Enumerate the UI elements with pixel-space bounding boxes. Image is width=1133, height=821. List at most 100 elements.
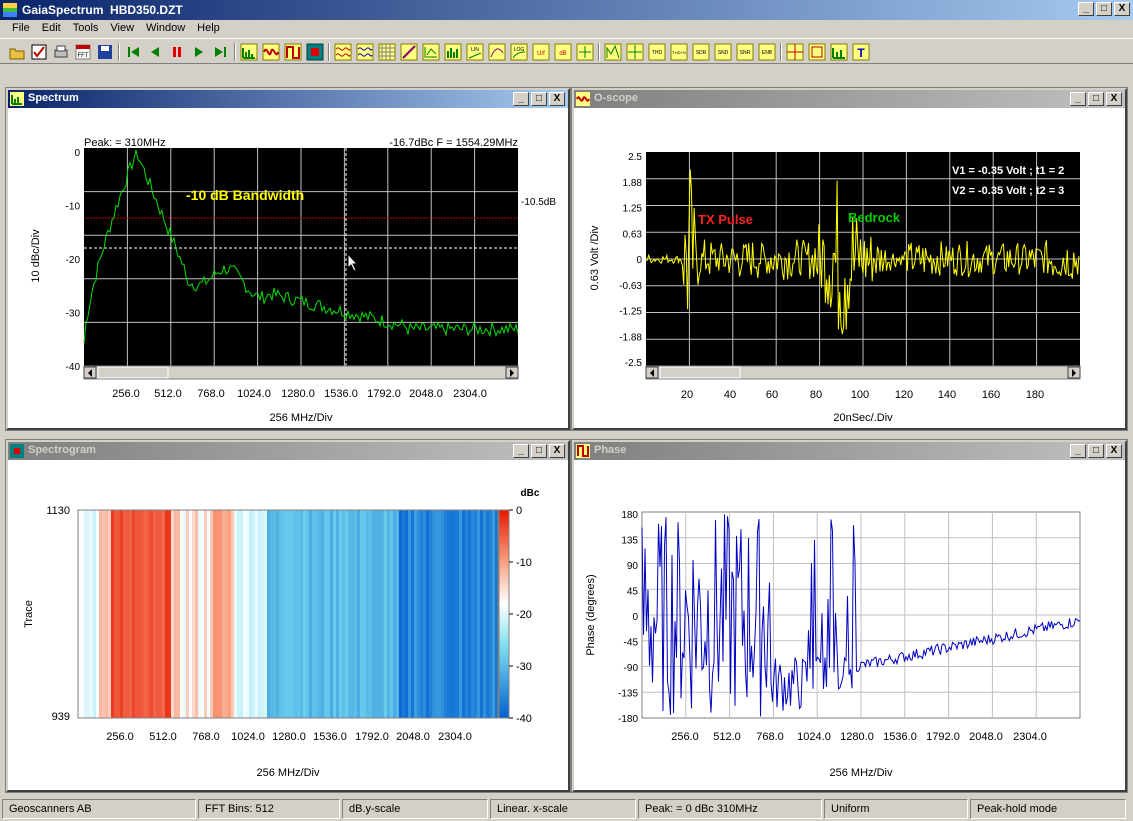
colorbar-tick-label: -40 bbox=[516, 713, 532, 725]
phase-chart[interactable]: 180 135 90 45 0 -45 -90 -135 -180 256.0 512.0 768.… bbox=[574, 460, 1125, 790]
grid-icon[interactable] bbox=[378, 43, 396, 61]
skip-start-icon[interactable] bbox=[124, 43, 142, 61]
x-tick-label: 60 bbox=[766, 389, 778, 401]
spectrogram-column bbox=[135, 510, 138, 718]
scroll-thumb[interactable] bbox=[97, 366, 169, 379]
phase-maximize-button[interactable]: □ bbox=[1088, 444, 1104, 458]
menu-tools[interactable]: Tools bbox=[72, 22, 99, 34]
crosshair-icon[interactable] bbox=[626, 43, 644, 61]
waterfall-icon[interactable] bbox=[334, 43, 352, 61]
units-icon[interactable]: U/f bbox=[532, 43, 550, 61]
menu-edit[interactable]: Edit bbox=[41, 22, 61, 34]
spectrum-titlebar[interactable]: Spectrum _ □ X bbox=[8, 90, 568, 108]
spectrogram-column bbox=[336, 510, 339, 718]
minimize-button[interactable]: _ bbox=[1078, 2, 1094, 16]
menu-file[interactable]: File bbox=[12, 22, 30, 34]
spectrogram-column bbox=[153, 510, 156, 718]
linear-scale-icon[interactable]: LIN bbox=[466, 43, 484, 61]
spectrum-close-button[interactable]: X bbox=[549, 92, 565, 106]
spectrum-window[interactable]: Spectrum _ □ X -10 dB Bandwidth Peak: = … bbox=[5, 87, 571, 431]
spectrum-ylabel: 10 dBc/Div bbox=[30, 229, 42, 283]
menu-window[interactable]: Window bbox=[146, 22, 186, 34]
spectrum-scrollbar[interactable] bbox=[83, 365, 519, 380]
text-icon[interactable]: T bbox=[852, 43, 870, 61]
spectrogram-column bbox=[90, 510, 93, 718]
scroll-thumb[interactable] bbox=[659, 366, 741, 379]
log-scale-icon[interactable]: LOG bbox=[510, 43, 528, 61]
bar-graph-icon[interactable] bbox=[444, 43, 462, 61]
step-back-icon[interactable] bbox=[146, 43, 164, 61]
spectrogram-column bbox=[81, 510, 84, 718]
marker-icon[interactable] bbox=[576, 43, 594, 61]
checkbox-icon[interactable] bbox=[30, 43, 48, 61]
zoom-icon[interactable] bbox=[400, 43, 418, 61]
oscope-window[interactable]: O-scope _ □ X V1 = -0.35 Volt ; t1 = 2 V… bbox=[571, 87, 1128, 431]
chart-icon[interactable] bbox=[830, 43, 848, 61]
spectrogram-column bbox=[159, 510, 162, 718]
colorbar-title: dBc bbox=[521, 488, 540, 499]
x-tick-label: 80 bbox=[810, 389, 822, 401]
oscope-maximize-button[interactable]: □ bbox=[1088, 92, 1104, 106]
spectrogram-column bbox=[195, 510, 198, 718]
pause-icon[interactable] bbox=[168, 43, 186, 61]
spectrogram-titlebar[interactable]: Spectrogram _ □ X bbox=[8, 442, 568, 460]
line-graph-icon[interactable] bbox=[422, 43, 440, 61]
spectrogram-minimize-button[interactable]: _ bbox=[513, 444, 529, 458]
print-icon[interactable] bbox=[52, 43, 70, 61]
spectrogram-column bbox=[372, 510, 375, 718]
oscope-view-icon[interactable] bbox=[262, 43, 280, 61]
snd-icon[interactable]: SND bbox=[714, 43, 732, 61]
spectrum-minimize-button[interactable]: _ bbox=[513, 92, 529, 106]
thd-n-icon-label: THD+N bbox=[672, 50, 686, 55]
spectrogram-column bbox=[381, 510, 384, 718]
sdr-icon[interactable]: SDR bbox=[692, 43, 710, 61]
open-folder-icon[interactable] bbox=[8, 43, 26, 61]
oscope-scrollbar[interactable] bbox=[645, 365, 1081, 380]
oscope-chart[interactable]: V1 = -0.35 Volt ; t1 = 2 V2 = -0.35 Volt… bbox=[574, 108, 1125, 428]
db-icon[interactable]: dB bbox=[554, 43, 572, 61]
play-icon[interactable] bbox=[190, 43, 208, 61]
phase-titlebar[interactable]: Phase _ □ X bbox=[574, 442, 1125, 460]
fft-icon[interactable]: FFT bbox=[74, 43, 92, 61]
spectrum-ref-label: -10.5dB bbox=[521, 197, 556, 208]
thd-icon[interactable]: THD bbox=[648, 43, 666, 61]
menu-view[interactable]: View bbox=[110, 22, 135, 34]
oscope-titlebar[interactable]: O-scope _ □ X bbox=[574, 90, 1125, 108]
phase-window[interactable]: Phase _ □ X 180 135 90 45 0 -45 -90 -135 -180 25… bbox=[571, 439, 1128, 793]
phase-minimize-button[interactable]: _ bbox=[1070, 444, 1086, 458]
tile-windows-icon[interactable] bbox=[786, 43, 804, 61]
trace-icon[interactable] bbox=[488, 43, 506, 61]
spectrogram-image[interactable] bbox=[78, 510, 498, 718]
spectrogram-column bbox=[222, 510, 225, 718]
spectrogram-column bbox=[432, 510, 435, 718]
oscope-minimize-button[interactable]: _ bbox=[1070, 92, 1086, 106]
spectrogram-maximize-button[interactable]: □ bbox=[531, 444, 547, 458]
phase-close-button[interactable]: X bbox=[1106, 444, 1122, 458]
waterfall-3d-icon[interactable] bbox=[356, 43, 374, 61]
cascade-icon[interactable] bbox=[808, 43, 826, 61]
spectrogram-column bbox=[324, 510, 327, 718]
spectrogram-view-icon[interactable] bbox=[306, 43, 324, 61]
y-tick-label: 1.25 bbox=[623, 204, 643, 215]
snr-icon[interactable]: SNR bbox=[736, 43, 754, 61]
skip-end-icon[interactable] bbox=[212, 43, 230, 61]
enb-icon[interactable]: ENB bbox=[758, 43, 776, 61]
spectrogram-close-button[interactable]: X bbox=[549, 444, 565, 458]
spectrogram-column bbox=[441, 510, 444, 718]
thd-n-icon[interactable]: THD+N bbox=[670, 43, 688, 61]
measure-icon[interactable] bbox=[604, 43, 622, 61]
save-icon[interactable] bbox=[96, 43, 114, 61]
menu-help[interactable]: Help bbox=[197, 22, 220, 34]
phase-view-icon[interactable] bbox=[284, 43, 302, 61]
spectrogram-column bbox=[435, 510, 438, 718]
maximize-button[interactable]: □ bbox=[1096, 2, 1112, 16]
x-tick-label: 768.0 bbox=[756, 731, 784, 743]
spectrum-maximize-button[interactable]: □ bbox=[531, 92, 547, 106]
oscope-close-button[interactable]: X bbox=[1106, 92, 1122, 106]
spectrogram-window[interactable]: Spectrogram _ □ X dBc 0 -10 -20 -30 -40 bbox=[5, 439, 571, 793]
spectrum-chart[interactable]: -10 dB Bandwidth Peak: = 310MHz -16.7dBc… bbox=[8, 108, 568, 428]
spectrogram-column bbox=[318, 510, 321, 718]
close-button[interactable]: X bbox=[1114, 2, 1130, 16]
spectrum-view-icon[interactable] bbox=[240, 43, 258, 61]
spectrogram-chart[interactable]: dBc 0 -10 -20 -30 -40 1130 939 Trace 256.0 51… bbox=[8, 460, 568, 790]
